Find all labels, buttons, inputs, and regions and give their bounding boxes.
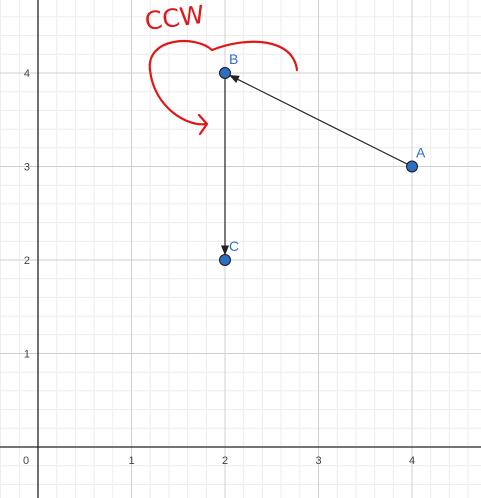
y-tick-label: 4	[24, 68, 30, 80]
x-tick-label: 4	[409, 455, 415, 467]
point-c-label: C	[229, 238, 239, 254]
point-a-label: A	[416, 145, 426, 161]
ccw-annotation: CCW	[143, 0, 299, 136]
y-tick-label: 3	[24, 162, 30, 174]
ccw-annotation-text: CCW	[143, 0, 206, 36]
point-b-label: B	[229, 51, 238, 67]
y-tick-label: 1	[24, 349, 30, 361]
ccw-rotation-arrow-icon	[148, 39, 214, 126]
x-tick-label: 2	[222, 455, 228, 467]
vectors	[221, 67, 418, 256]
y-tick-label: 2	[24, 255, 30, 267]
ccw-arrowhead-icon	[197, 113, 209, 136]
ccw-rotation-arc-tail-icon	[210, 40, 299, 72]
x-tick-label: 3	[315, 455, 321, 467]
point-c[interactable]	[219, 254, 231, 266]
x-tick-label: 0	[23, 455, 29, 467]
x-axis-tick-labels: 0 1 2 3 4	[23, 455, 415, 467]
vector-a-b[interactable]	[229, 74, 418, 170]
y-axis-tick-labels: 1 2 3 4	[24, 68, 30, 361]
points: A B C	[219, 51, 426, 266]
x-tick-label: 1	[128, 455, 134, 467]
point-a[interactable]	[406, 160, 418, 173]
point-b[interactable]	[219, 67, 231, 79]
